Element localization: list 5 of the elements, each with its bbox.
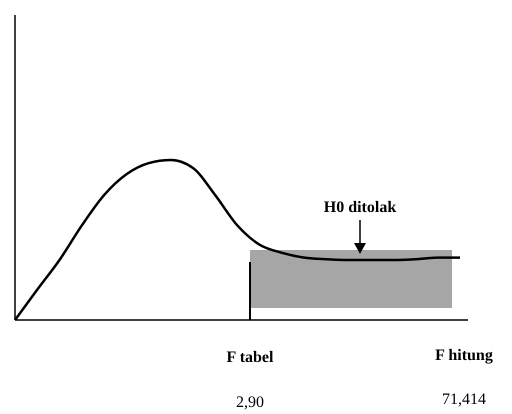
text: 2,90 xyxy=(236,394,264,411)
text: F tabel xyxy=(226,349,274,366)
text: 71,414 xyxy=(442,391,486,408)
annotation: H0 ditolak xyxy=(324,199,396,216)
text: F hitung xyxy=(435,347,493,364)
